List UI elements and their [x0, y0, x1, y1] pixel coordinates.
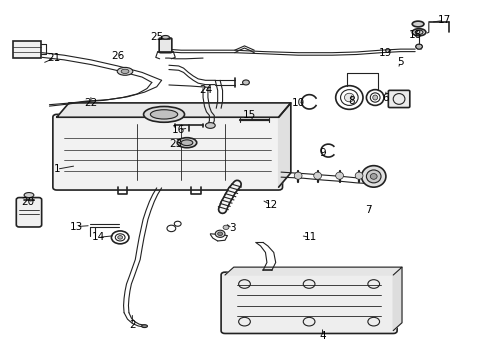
Text: 23: 23 [169, 139, 183, 149]
Ellipse shape [142, 325, 147, 328]
Ellipse shape [118, 235, 122, 239]
Text: 24: 24 [199, 85, 212, 95]
Text: 18: 18 [407, 30, 421, 40]
Ellipse shape [335, 172, 343, 179]
Text: 9: 9 [319, 148, 325, 158]
Text: 21: 21 [48, 53, 61, 63]
Text: 10: 10 [291, 98, 304, 108]
Ellipse shape [415, 44, 422, 49]
Polygon shape [224, 267, 401, 275]
FancyBboxPatch shape [53, 114, 282, 190]
Ellipse shape [217, 232, 222, 235]
Text: 11: 11 [303, 232, 316, 242]
Bar [13, 41, 41, 58]
Ellipse shape [223, 225, 228, 229]
FancyBboxPatch shape [16, 198, 41, 227]
Text: 17: 17 [437, 15, 450, 26]
Ellipse shape [242, 80, 249, 85]
Ellipse shape [121, 69, 129, 73]
Ellipse shape [177, 138, 196, 148]
Ellipse shape [344, 93, 353, 102]
Text: 25: 25 [150, 32, 163, 41]
Ellipse shape [143, 107, 184, 122]
Text: 2: 2 [129, 320, 135, 330]
Text: 26: 26 [111, 51, 124, 61]
Text: 6: 6 [382, 93, 388, 103]
Ellipse shape [215, 230, 224, 237]
FancyBboxPatch shape [221, 272, 396, 333]
Text: 4: 4 [319, 331, 325, 341]
Text: 1: 1 [53, 164, 60, 174]
Text: 8: 8 [348, 96, 354, 106]
Ellipse shape [161, 36, 169, 39]
Ellipse shape [313, 172, 321, 179]
Polygon shape [392, 267, 401, 330]
Ellipse shape [294, 172, 302, 179]
FancyBboxPatch shape [159, 38, 171, 53]
Ellipse shape [205, 123, 215, 129]
Text: 22: 22 [84, 98, 97, 108]
Ellipse shape [150, 110, 177, 119]
Text: 16: 16 [172, 125, 185, 135]
Text: 19: 19 [379, 48, 392, 58]
Ellipse shape [354, 172, 362, 179]
Ellipse shape [366, 170, 380, 183]
Ellipse shape [361, 166, 385, 187]
Ellipse shape [372, 95, 377, 100]
Text: 3: 3 [228, 224, 235, 233]
Text: 14: 14 [91, 232, 104, 242]
Polygon shape [278, 103, 290, 187]
Text: 20: 20 [21, 197, 34, 207]
Text: 15: 15 [242, 111, 256, 121]
Text: 13: 13 [69, 222, 83, 231]
FancyBboxPatch shape [387, 90, 409, 108]
Ellipse shape [24, 193, 34, 198]
Ellipse shape [411, 21, 423, 27]
Text: 7: 7 [365, 206, 371, 216]
Ellipse shape [369, 174, 376, 179]
Text: 12: 12 [264, 200, 277, 210]
Ellipse shape [411, 29, 425, 36]
Ellipse shape [117, 67, 133, 75]
Text: 5: 5 [396, 57, 403, 67]
Polygon shape [57, 103, 290, 117]
Ellipse shape [181, 140, 192, 145]
